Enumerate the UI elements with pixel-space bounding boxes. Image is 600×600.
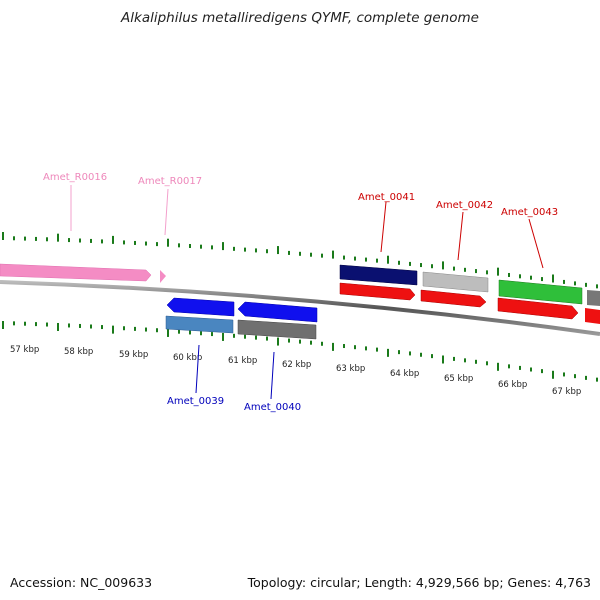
gene-label: Amet_0040 bbox=[244, 402, 301, 413]
kbp-label: 64 kbp bbox=[390, 369, 419, 379]
kbp-label: 58 kbp bbox=[64, 347, 93, 357]
kbp-label: 66 kbp bbox=[498, 380, 527, 390]
upper-tick-scale bbox=[2, 232, 598, 289]
kbp-label: 57 kbp bbox=[10, 345, 39, 355]
gene-feature-amet-0041[interactable] bbox=[339, 264, 418, 286]
gene-label: Amet_R0016 bbox=[43, 172, 107, 183]
kbp-label: 63 kbp bbox=[336, 364, 365, 374]
kbp-label: 67 kbp bbox=[552, 387, 581, 397]
rna-feature-r0016[interactable] bbox=[0, 263, 152, 282]
leader-line bbox=[164, 188, 169, 236]
gene-label: Amet_0041 bbox=[358, 192, 415, 203]
kbp-label: 65 kbp bbox=[444, 374, 473, 384]
gene-arrow-plus-1[interactable] bbox=[339, 282, 416, 301]
leader-line bbox=[457, 211, 464, 261]
map-title: Alkaliphilus metalliredigens QYMF, compl… bbox=[121, 10, 479, 26]
gene-arrow-plus-3[interactable] bbox=[497, 297, 579, 320]
kbp-label: 62 kbp bbox=[282, 360, 311, 370]
gene-arrow-plus-2[interactable] bbox=[420, 289, 487, 308]
gene-feature-amet-0040[interactable] bbox=[237, 319, 317, 340]
gene-label: Amet_0043 bbox=[501, 207, 558, 218]
genome-backbone bbox=[0, 280, 600, 336]
lower-tick-scale bbox=[2, 321, 598, 382]
gene-feature-amet-0039[interactable] bbox=[165, 315, 234, 334]
leader-line bbox=[380, 201, 387, 253]
gene-label: Amet_R0017 bbox=[138, 176, 202, 187]
gene-feature-amet-0042[interactable] bbox=[422, 271, 489, 293]
leader-line bbox=[528, 218, 544, 269]
gene-feature-amet-0043[interactable] bbox=[498, 279, 583, 305]
gene-arrow-minus-2[interactable] bbox=[237, 301, 318, 323]
kbp-label: 59 kbp bbox=[119, 350, 148, 360]
gene-arrow-plus-4[interactable] bbox=[585, 308, 600, 324]
gene-feature-next-gray[interactable] bbox=[587, 290, 600, 306]
kbp-label: 60 kbp bbox=[173, 353, 202, 363]
leader-line bbox=[195, 344, 200, 394]
kbp-label: 61 kbp bbox=[228, 356, 257, 366]
gene-arrow-minus-1[interactable] bbox=[166, 297, 235, 317]
genome-summary: Topology: circular; Length: 4,929,566 bp… bbox=[247, 575, 591, 590]
accession-text: Accession: NC_009633 bbox=[10, 575, 153, 590]
rna-feature-r0017[interactable] bbox=[160, 270, 166, 283]
leader-line bbox=[270, 351, 275, 400]
gene-label: Amet_0039 bbox=[167, 396, 224, 407]
gene-label: Amet_0042 bbox=[436, 200, 493, 211]
